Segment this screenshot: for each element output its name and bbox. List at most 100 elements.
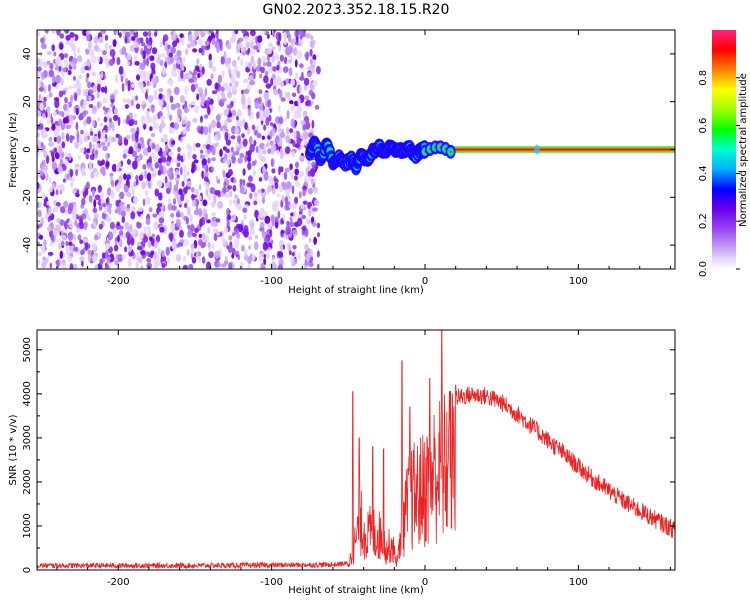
noise-blob — [198, 208, 203, 217]
noise-blob — [41, 145, 46, 151]
noise-blob — [161, 157, 167, 163]
noise-blob — [262, 156, 267, 163]
noise-blob — [125, 98, 132, 104]
noise-blob — [227, 104, 233, 109]
noise-blob — [37, 66, 42, 72]
noise-blob — [180, 95, 185, 103]
noise-blob — [237, 157, 243, 164]
noise-blob — [54, 99, 60, 109]
noise-blob — [316, 222, 321, 229]
snr-x-axis: -200 -100 0 100 — [56, 330, 671, 588]
noise-blob — [313, 238, 318, 243]
noise-blob — [40, 37, 45, 44]
noise-blob — [190, 248, 195, 255]
noise-blob — [48, 83, 51, 93]
noise-blob — [311, 161, 316, 168]
noise-blob — [207, 241, 211, 249]
noise-blob — [68, 219, 73, 229]
noise-blob — [291, 150, 296, 158]
noise-blob — [65, 124, 72, 130]
noise-blob — [158, 93, 163, 100]
noise-blob — [134, 60, 140, 66]
noise-blob — [162, 37, 166, 46]
noise-blob — [168, 151, 174, 157]
noise-blob — [130, 237, 135, 246]
noise-blob — [220, 56, 225, 65]
noise-blob — [267, 109, 271, 117]
noise-blob — [285, 225, 292, 234]
noise-blob — [73, 75, 76, 81]
noise-blob — [258, 253, 262, 262]
noise-blob — [145, 71, 151, 78]
colorbar-tick-label: 0.4 — [698, 165, 709, 181]
noise-blob — [124, 221, 130, 231]
noise-blob — [201, 158, 208, 166]
noise-blob — [283, 56, 288, 65]
snr-y-tick-label: 2000 — [22, 469, 33, 494]
noise-blob — [122, 153, 127, 159]
noise-blob — [208, 60, 213, 69]
noise-blob — [223, 51, 227, 60]
noise-blob — [280, 97, 286, 102]
noise-blob — [42, 113, 46, 119]
noise-blob — [101, 252, 106, 259]
noise-blob — [195, 142, 201, 148]
noise-blob — [261, 55, 267, 64]
noise-blob — [283, 66, 289, 73]
noise-blob — [263, 172, 269, 181]
noise-blob — [236, 146, 240, 154]
noise-blob — [37, 132, 40, 138]
noise-blob — [92, 207, 98, 214]
noise-blob — [143, 44, 147, 51]
noise-blob — [241, 133, 245, 139]
noise-blob — [120, 75, 124, 83]
noise-blob — [159, 226, 165, 233]
noise-blob — [221, 263, 227, 268]
noise-blob — [165, 56, 168, 63]
noise-blob — [76, 189, 80, 195]
noise-blob — [207, 157, 211, 164]
snr-series-line — [37, 330, 675, 570]
noise-blob — [143, 147, 149, 156]
noise-blob — [146, 172, 152, 182]
noise-blob — [83, 221, 88, 231]
noise-blob — [99, 258, 104, 266]
noise-blob — [264, 70, 269, 76]
noise-blob — [38, 70, 42, 78]
noise-blob — [268, 42, 273, 48]
noise-blob — [292, 130, 297, 139]
noise-blob — [177, 59, 181, 65]
noise-blob — [63, 200, 69, 209]
noise-blob — [128, 119, 134, 127]
noise-blob — [186, 180, 192, 187]
noise-blob — [43, 258, 49, 265]
noise-blob — [193, 239, 198, 249]
noise-blob — [91, 71, 97, 77]
noise-blob — [225, 63, 231, 69]
noise-blob — [158, 217, 165, 224]
noise-blob — [291, 38, 297, 43]
noise-blob — [37, 139, 41, 149]
noise-blob — [118, 135, 123, 144]
noise-blob — [300, 120, 306, 125]
noise-blob — [117, 234, 120, 243]
noise-blob — [243, 253, 249, 261]
noise-blob — [91, 108, 97, 115]
noise-blob — [242, 103, 247, 110]
noise-blob — [64, 30, 70, 34]
noise-blob — [205, 182, 210, 191]
noise-blob — [60, 77, 64, 86]
noise-blob — [214, 82, 219, 90]
snr-y-tick-label: 1000 — [22, 513, 33, 538]
noise-blob — [262, 197, 265, 204]
noise-blob — [109, 253, 115, 263]
noise-blob — [108, 207, 112, 215]
noise-blob — [277, 251, 284, 258]
noise-blob — [48, 136, 53, 142]
noise-blob — [253, 200, 258, 206]
noise-blob — [224, 121, 228, 127]
noise-blob — [251, 124, 256, 131]
noise-blob — [127, 80, 131, 86]
noise-blob — [68, 114, 73, 122]
noise-blob — [214, 134, 218, 142]
